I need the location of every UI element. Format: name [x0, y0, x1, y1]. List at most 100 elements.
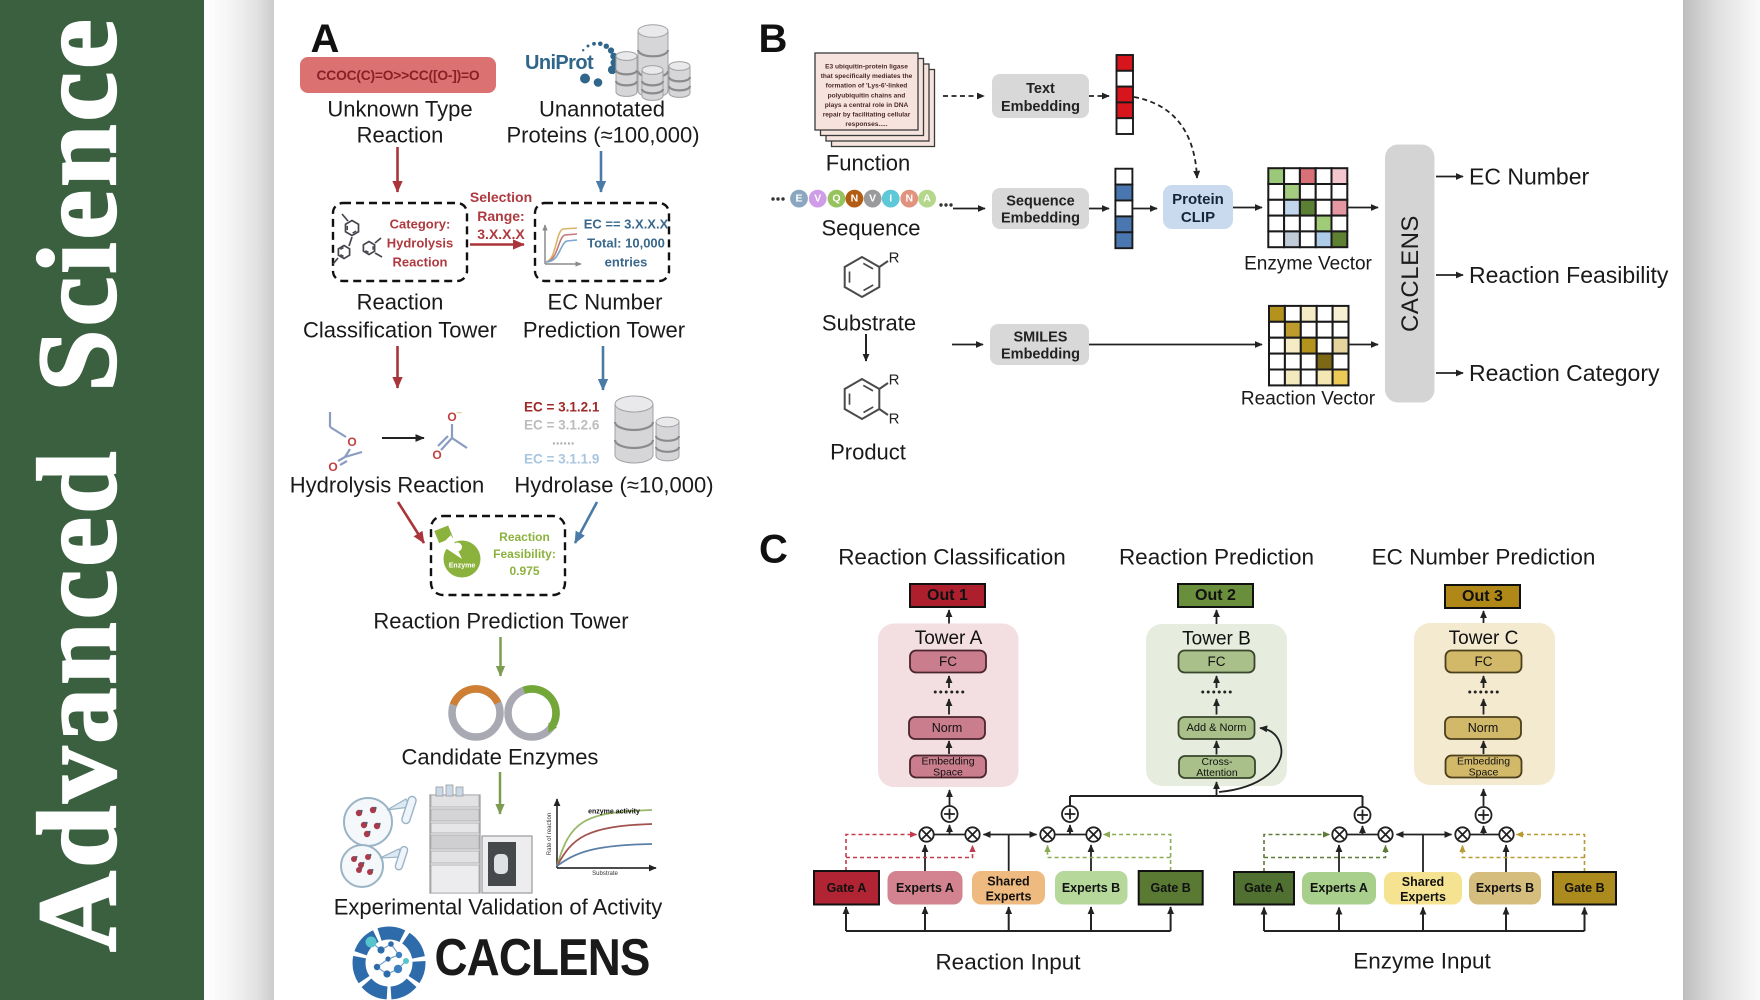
svg-text:O: O [432, 448, 441, 462]
svg-text:Experts: Experts [1400, 890, 1446, 904]
svg-text:O: O [328, 460, 337, 474]
svg-text:entries: entries [605, 255, 648, 270]
svg-text:Out 1: Out 1 [927, 587, 968, 604]
svg-text:Sequence: Sequence [1006, 194, 1075, 210]
svg-text:Gate A: Gate A [1244, 881, 1284, 895]
svg-text:Hydrolysis Reaction: Hydrolysis Reaction [290, 473, 484, 498]
svg-text:FC: FC [1208, 654, 1226, 669]
svg-text:Tower B: Tower B [1182, 629, 1251, 650]
svg-text:SMILES: SMILES [1014, 330, 1068, 346]
svg-text:Gate B: Gate B [1151, 881, 1191, 895]
svg-text:Selection: Selection [470, 189, 532, 205]
svg-text:Embedding: Embedding [1001, 99, 1080, 115]
svg-text:Hydrolase (≈10,000): Hydrolase (≈10,000) [514, 473, 713, 498]
svg-text:Sequence: Sequence [821, 216, 920, 241]
svg-text:repair by facilitating cellula: repair by facilitating cellular [823, 112, 911, 119]
svg-text:Experts A: Experts A [1310, 881, 1368, 895]
svg-text:R: R [889, 250, 900, 267]
svg-text:Candidate Enzymes: Candidate Enzymes [402, 745, 599, 770]
svg-text:Gate B: Gate B [1564, 881, 1604, 895]
svg-text:Out 3: Out 3 [1462, 588, 1503, 605]
svg-text:Function: Function [826, 151, 910, 176]
svg-text:Range:: Range: [477, 208, 524, 224]
svg-text:Space: Space [1469, 767, 1499, 779]
svg-text:Total: 10,000: Total: 10,000 [587, 236, 665, 251]
svg-text:R: R [889, 372, 900, 389]
svg-text:Unannotated: Unannotated [539, 97, 665, 122]
svg-text:EC Number: EC Number [548, 290, 663, 315]
svg-text:Prediction Tower: Prediction Tower [523, 318, 685, 343]
svg-text:Proteins (≈100,000): Proteins (≈100,000) [506, 123, 699, 148]
svg-text:EC = 3.1.1.9: EC = 3.1.1.9 [524, 452, 599, 467]
svg-text:N: N [851, 193, 859, 205]
svg-text:Reaction Prediction Tower: Reaction Prediction Tower [373, 609, 628, 634]
svg-text:Tower A: Tower A [915, 628, 983, 649]
svg-text:enzyme activity: enzyme activity [588, 809, 640, 816]
svg-text:Tower C: Tower C [1449, 628, 1519, 649]
svg-text:Protein: Protein [1172, 191, 1224, 208]
svg-text:E3 ubiquitin-protein ligase: E3 ubiquitin-protein ligase [825, 64, 908, 71]
svg-text:Experts A: Experts A [896, 881, 954, 895]
svg-text:Reaction: Reaction [357, 123, 444, 148]
svg-text:responses.....: responses..... [845, 121, 887, 128]
svg-text:Experts B: Experts B [1476, 881, 1534, 895]
svg-text:Feasibility:: Feasibility: [493, 547, 556, 561]
svg-text:CACLENS: CACLENS [1397, 215, 1424, 332]
svg-text:Cross-: Cross- [1202, 756, 1233, 768]
svg-text:polyubiquitin chains and: polyubiquitin chains and [828, 92, 906, 99]
svg-text:Text: Text [1026, 81, 1055, 97]
svg-text:Enzyme Input: Enzyme Input [1353, 949, 1491, 974]
svg-text:CACLENS: CACLENS [435, 929, 650, 986]
svg-text:Hydrolysis: Hydrolysis [387, 236, 453, 251]
svg-text:UniProt: UniProt [525, 52, 594, 74]
svg-text:O: O [347, 435, 356, 449]
svg-text:I: I [889, 193, 892, 205]
svg-text:–: – [456, 407, 461, 417]
svg-text:Embedding: Embedding [1001, 347, 1080, 363]
svg-text:Category:: Category: [390, 217, 451, 232]
svg-text:O: O [447, 410, 456, 424]
svg-text:Experts B: Experts B [1062, 881, 1120, 895]
svg-text:Norm: Norm [1468, 721, 1499, 735]
svg-text:Rate of reaction: Rate of reaction [547, 813, 553, 855]
svg-text:Reaction Vector: Reaction Vector [1241, 389, 1376, 410]
svg-text:Reaction Classification: Reaction Classification [838, 545, 1066, 570]
svg-text:plays a central role in DNA: plays a central role in DNA [825, 102, 909, 109]
svg-text:Reaction: Reaction [499, 530, 550, 544]
svg-text:Add & Norm: Add & Norm [1187, 722, 1247, 734]
svg-text:B: B [759, 17, 788, 61]
svg-text:Shared: Shared [987, 875, 1029, 889]
svg-text:Space: Space [933, 767, 963, 779]
svg-text:EC = 3.1.2.6: EC = 3.1.2.6 [524, 418, 600, 433]
svg-text:Shared: Shared [1402, 875, 1444, 889]
svg-text:N: N [906, 193, 914, 205]
svg-text:Gate A: Gate A [827, 881, 867, 895]
svg-text:Enzyme: Enzyme [449, 563, 476, 570]
svg-text:Enzyme Vector: Enzyme Vector [1244, 254, 1372, 275]
svg-text:Reaction Prediction: Reaction Prediction [1119, 545, 1314, 570]
svg-text:Attention: Attention [1196, 767, 1238, 779]
svg-text:3.X.X.X: 3.X.X.X [477, 226, 525, 242]
svg-text:......: ...... [552, 433, 575, 448]
svg-text:Reaction: Reaction [393, 255, 448, 270]
svg-text:Substrate: Substrate [592, 871, 618, 877]
svg-text:A: A [311, 17, 340, 61]
svg-text:C: C [759, 528, 788, 572]
svg-text:Out 2: Out 2 [1195, 587, 1236, 604]
svg-text:0.975: 0.975 [509, 564, 539, 578]
svg-text:EC == 3.X.X.X: EC == 3.X.X.X [584, 217, 669, 232]
svg-text:EC Number: EC Number [1469, 164, 1589, 190]
svg-text:Reaction Feasibility: Reaction Feasibility [1469, 262, 1669, 288]
svg-text:Embedding: Embedding [1001, 211, 1080, 227]
svg-text:EC = 3.1.2.1: EC = 3.1.2.1 [524, 400, 600, 415]
svg-text:Embedding: Embedding [1457, 756, 1510, 768]
svg-text:Product: Product [830, 440, 906, 465]
svg-text:Substrate: Substrate [822, 311, 916, 336]
svg-text:Q: Q [832, 193, 840, 205]
svg-text:E: E [795, 193, 802, 205]
svg-text:EC Number Prediction: EC Number Prediction [1372, 545, 1596, 570]
svg-text:FC: FC [939, 654, 957, 669]
svg-text:Reaction Category: Reaction Category [1469, 360, 1660, 386]
svg-text:Experimental Validation of Act: Experimental Validation of Activity [334, 895, 663, 920]
svg-text:Advanced Science: Advanced Science [16, 16, 140, 952]
